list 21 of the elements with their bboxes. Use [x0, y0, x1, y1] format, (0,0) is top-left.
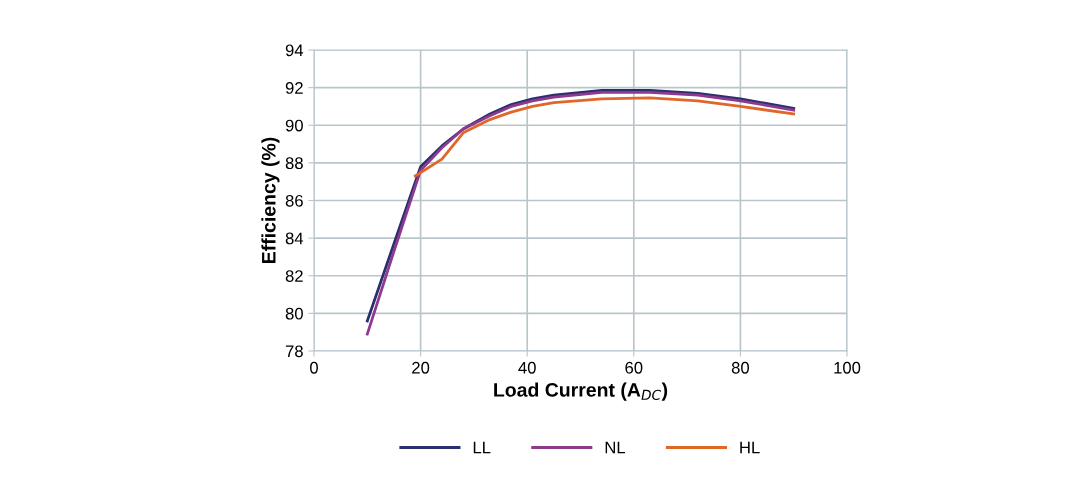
line-series — [413, 96, 796, 178]
x-tick-label: 20 — [412, 361, 430, 374]
legend-label: HL — [740, 441, 760, 454]
legend-label: NL — [605, 441, 626, 454]
x-tick-label: 60 — [625, 361, 643, 374]
y-axis-title: Efficiency (%) — [261, 137, 280, 263]
y-tick-label: 86 — [285, 194, 303, 207]
y-tick-label: 90 — [285, 119, 303, 132]
y-tick-label: 84 — [285, 232, 304, 245]
y-tick-label: 82 — [285, 270, 303, 282]
y-tick-label: 88 — [285, 157, 303, 170]
x-axis-title: Load Current (A$_{DC}$) — [494, 382, 668, 401]
legend-label: LL — [473, 441, 491, 454]
y-tick-label: 78 — [285, 345, 303, 358]
x-tick-label: 100 — [834, 361, 861, 374]
y-tick-label: 80 — [285, 307, 303, 320]
x-tick-label: 80 — [731, 361, 750, 374]
y-tick-label: 92 — [285, 82, 303, 94]
x-tick-label: 40 — [518, 361, 536, 374]
x-tick-label: 0 — [310, 361, 318, 374]
y-tick-label: 94 — [285, 44, 304, 57]
